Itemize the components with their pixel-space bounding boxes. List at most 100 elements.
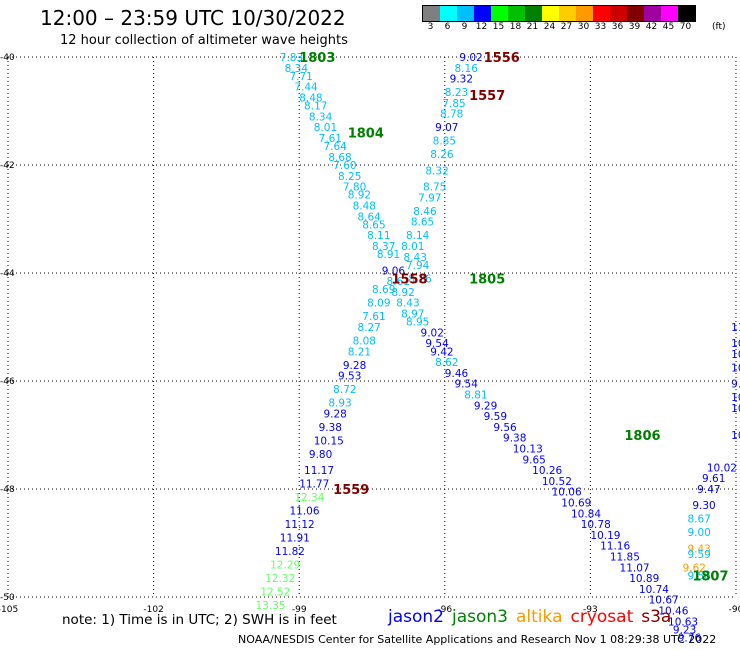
- color-legend: 3 6 9 12 15 18 21 24 27 30 33 36 39 42 45 70: [422, 5, 696, 32]
- wave-height-value: 8.68: [328, 152, 351, 164]
- wave-height-value: 9.28: [343, 360, 366, 372]
- wave-height-value: 9.47: [697, 484, 720, 496]
- wave-height-value: 8.93: [328, 398, 351, 410]
- wave-height-value: 8.65: [411, 217, 434, 229]
- wave-height-value: 8.72: [333, 384, 356, 396]
- wave-height-value: 8.43: [404, 252, 427, 264]
- satellite-name: jason2: [388, 607, 444, 627]
- wave-height-value: 10.46: [658, 606, 688, 618]
- latitude-label: -42: [0, 161, 15, 171]
- wave-height-value: 11.17: [304, 465, 334, 477]
- wave-height-value: 8.08: [353, 336, 376, 348]
- wave-height-value: 9.02: [459, 52, 482, 64]
- longitude-label: -102: [143, 605, 163, 615]
- wave-height-value: 9.65: [522, 454, 545, 466]
- wave-height-value: 8.17: [304, 101, 327, 113]
- wave-height-value: 9.59: [687, 549, 710, 561]
- wave-height-value: 8.92: [391, 287, 414, 299]
- wave-height-value: 9.06: [382, 265, 406, 277]
- wave-height-value: 8.78: [440, 109, 463, 121]
- wave-height-value: 8.14: [406, 230, 430, 242]
- longitude-label: -93: [583, 605, 598, 615]
- wave-height-value: 11.91: [280, 533, 310, 545]
- wave-height-value: 10.78: [581, 519, 611, 531]
- legend-label: 3: [427, 22, 434, 32]
- wave-height-value: 9.53: [338, 371, 361, 383]
- wave-height-value: 8.69: [372, 284, 395, 296]
- legend-label: 15: [492, 22, 505, 32]
- wave-height-value: 9.29: [474, 400, 497, 412]
- legend-swatch: [542, 6, 559, 21]
- wave-height-value: 9.62: [683, 562, 706, 574]
- wave-height-value: 8.62: [435, 357, 458, 369]
- wave-height-value: 9.42: [430, 346, 453, 358]
- wave-height-value: 9.54: [425, 338, 449, 350]
- wave-height-value: 9.23: [673, 624, 696, 636]
- longitude-label: -105: [0, 605, 18, 615]
- wave-height-value: 10.84: [571, 508, 601, 520]
- wave-height-value: 7.85: [442, 98, 465, 110]
- longitude-label: -99: [292, 605, 307, 615]
- wave-height-value: 8.26: [408, 273, 432, 285]
- pass-time-label: 1558: [391, 272, 427, 287]
- wave-height-value: 8.26: [430, 149, 454, 161]
- wave-height-value: 9.28: [323, 408, 346, 420]
- legend-label: 24: [543, 22, 556, 32]
- wave-height-value: 7.80: [343, 182, 366, 194]
- legend-label: 36: [611, 22, 624, 32]
- wave-height-value: 12.29: [270, 560, 300, 572]
- legend-label: 70: [679, 22, 692, 32]
- legend-swatch: [491, 6, 508, 21]
- wave-height-value: 8.46: [413, 206, 437, 218]
- wave-height-value: 9.76: [678, 633, 702, 645]
- pass-time-label: 1807: [692, 569, 728, 584]
- satellite-name: altika: [516, 607, 563, 627]
- wave-height-value: 7.94: [406, 260, 430, 272]
- wave-height-value: 12.52: [260, 587, 290, 599]
- legend-label: 27: [560, 22, 573, 32]
- satellite-key: jason2 jason3 altika cryosat s3a: [388, 607, 679, 627]
- wave-height-value: 8.23: [445, 87, 468, 99]
- wave-height-value: 8.01: [314, 122, 337, 134]
- wave-height-value: 9.56: [493, 422, 517, 434]
- wave-height-value: 9.32: [450, 74, 473, 86]
- wave-height-value: 8.37: [372, 241, 395, 253]
- wave-height-value: 8.91: [377, 249, 400, 261]
- wave-height-value: 8.32: [425, 165, 448, 177]
- wave-height-value: 11.16: [600, 541, 630, 553]
- legend-swatch: [559, 6, 576, 21]
- satellite-name: jason3: [452, 607, 508, 627]
- wave-height-value: 8.64: [357, 211, 381, 223]
- wave-height-value: 8.43: [396, 298, 419, 310]
- wave-height-value: 8.34: [285, 63, 309, 75]
- longitude-label: -96: [437, 605, 452, 615]
- legend-swatch: [661, 6, 678, 21]
- wave-height-value: 8.48: [353, 201, 376, 213]
- wave-height-value: 8.21: [348, 346, 371, 358]
- wave-height-value: 11.82: [275, 546, 305, 558]
- wave-height-value: 8.16: [455, 63, 479, 75]
- wave-height-value: 10.69: [561, 498, 591, 510]
- wave-height-value: 7.83: [280, 52, 303, 64]
- wave-height-value: 9.38: [503, 433, 526, 445]
- wave-height-value: 8.48: [299, 93, 322, 105]
- wave-height-value: 11.12: [285, 519, 315, 531]
- wave-height-value: 8.11: [367, 230, 390, 242]
- wave-height-value: 7.97: [418, 192, 441, 204]
- wave-height-value: 8.01: [401, 241, 424, 253]
- wave-height-value: 8.81: [464, 390, 487, 402]
- map-title: 12:00 – 23:59 UTC 10/30/2022: [40, 6, 346, 30]
- wave-height-value: 9.00: [687, 527, 710, 539]
- legend-label: 30: [577, 22, 590, 32]
- wave-height-value: 10.74: [639, 584, 669, 596]
- wave-height-value: 10.15: [314, 435, 344, 447]
- wave-height-value: 10.6: [731, 338, 740, 350]
- legend-label: 21: [526, 22, 539, 32]
- wave-height-value: 10.67: [649, 595, 679, 607]
- legend-swatch: [474, 6, 491, 21]
- note-text: note: 1) Time is in UTC; 2) SWH is in fe…: [62, 612, 337, 628]
- legend-swatch: [593, 6, 610, 21]
- legend-swatch: [423, 6, 440, 21]
- legend-label: 33: [594, 22, 607, 32]
